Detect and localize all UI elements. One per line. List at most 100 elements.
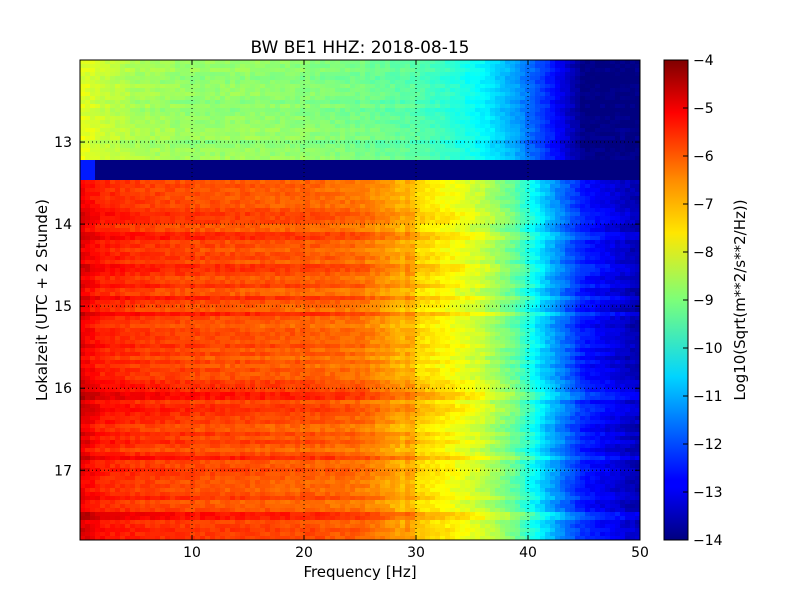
heatmap-cell: [270, 232, 276, 237]
heatmap-cell: [505, 220, 511, 225]
heatmap-cell: [330, 64, 336, 69]
heatmap-cell: [175, 172, 181, 177]
heatmap-cell: [255, 236, 261, 241]
heatmap-cell: [155, 232, 161, 237]
heatmap-cell: [535, 188, 541, 193]
heatmap-cell: [240, 72, 246, 77]
heatmap-cell: [95, 212, 101, 217]
heatmap-cell: [500, 96, 506, 101]
heatmap-cell: [215, 184, 221, 189]
heatmap-cell: [220, 72, 226, 77]
heatmap-cell: [420, 76, 426, 81]
heatmap-cell: [430, 164, 436, 169]
heatmap-cell: [230, 184, 236, 189]
heatmap-cell: [200, 188, 206, 193]
heatmap-cell: [280, 140, 286, 145]
heatmap-cell: [420, 188, 426, 193]
heatmap-cell: [235, 204, 241, 209]
heatmap-cell: [525, 160, 531, 165]
heatmap-cell: [200, 212, 206, 217]
heatmap-cell: [555, 204, 561, 209]
heatmap-cell: [525, 224, 531, 229]
heatmap-cell: [400, 84, 406, 89]
heatmap-cell: [400, 60, 406, 65]
heatmap-cell: [415, 160, 421, 165]
heatmap-cell: [80, 72, 86, 77]
heatmap-cell: [380, 84, 386, 89]
heatmap-cell: [260, 204, 266, 209]
heatmap-cell: [120, 60, 126, 65]
heatmap-cell: [265, 152, 271, 157]
heatmap-cell: [260, 192, 266, 197]
heatmap-cell: [395, 216, 401, 221]
heatmap-cell: [220, 200, 226, 205]
heatmap-cell: [390, 128, 396, 133]
heatmap-cell: [185, 116, 191, 121]
heatmap-cell: [590, 132, 596, 137]
heatmap-cell: [95, 108, 101, 113]
heatmap-cell: [280, 80, 286, 85]
heatmap-cell: [155, 108, 161, 113]
heatmap-cell: [475, 188, 481, 193]
heatmap-cell: [345, 128, 351, 133]
heatmap-cell: [115, 144, 121, 149]
heatmap-cell: [445, 164, 451, 169]
heatmap-cell: [510, 204, 516, 209]
heatmap-cell: [625, 64, 631, 69]
heatmap-cell: [425, 124, 431, 129]
heatmap-cell: [375, 136, 381, 141]
heatmap-cell: [145, 212, 151, 217]
heatmap-cell: [285, 104, 291, 109]
heatmap-cell: [380, 60, 386, 65]
heatmap-cell: [165, 216, 171, 221]
heatmap-cell: [210, 148, 216, 153]
heatmap-cell: [230, 72, 236, 77]
heatmap-cell: [435, 148, 441, 153]
heatmap-cell: [375, 172, 381, 177]
heatmap-cell: [460, 100, 466, 105]
heatmap-cell: [215, 180, 221, 185]
heatmap-cell: [315, 216, 321, 221]
heatmap-cell: [460, 140, 466, 145]
heatmap-cell: [210, 84, 216, 89]
heatmap-cell: [505, 200, 511, 205]
heatmap-cell: [235, 212, 241, 217]
heatmap-cell: [415, 64, 421, 69]
heatmap-cell: [380, 140, 386, 145]
heatmap-cell: [255, 68, 261, 73]
heatmap-cell: [470, 208, 476, 213]
heatmap-cell: [345, 176, 351, 181]
heatmap-cell: [450, 60, 456, 65]
heatmap-cell: [240, 100, 246, 105]
heatmap-cell: [105, 136, 111, 141]
heatmap-cell: [600, 60, 606, 65]
heatmap-cell: [120, 72, 126, 77]
heatmap-cell: [275, 208, 281, 213]
heatmap-cell: [140, 152, 146, 157]
heatmap-cell: [130, 144, 136, 149]
heatmap-cell: [105, 216, 111, 221]
heatmap-cell: [335, 204, 341, 209]
heatmap-cell: [475, 84, 481, 89]
heatmap-cell: [115, 220, 121, 225]
heatmap-cell: [420, 192, 426, 197]
heatmap-cell: [555, 148, 561, 153]
heatmap-cell: [635, 172, 640, 177]
heatmap-cell: [420, 72, 426, 77]
heatmap-cell: [200, 148, 206, 153]
heatmap-cell: [275, 76, 281, 81]
heatmap-cell: [355, 208, 361, 213]
heatmap-cell: [320, 196, 326, 201]
heatmap-cell: [335, 212, 341, 217]
heatmap-cell: [140, 192, 146, 197]
heatmap-cell: [465, 232, 471, 237]
heatmap-cell: [335, 84, 341, 89]
heatmap-cell: [335, 176, 341, 181]
heatmap-cell: [260, 180, 266, 185]
heatmap-cell: [350, 116, 356, 121]
heatmap-cell: [395, 116, 401, 121]
heatmap-cell: [160, 68, 166, 73]
heatmap-cell: [425, 160, 431, 165]
heatmap-cell: [555, 164, 561, 169]
heatmap-cell: [500, 188, 506, 193]
